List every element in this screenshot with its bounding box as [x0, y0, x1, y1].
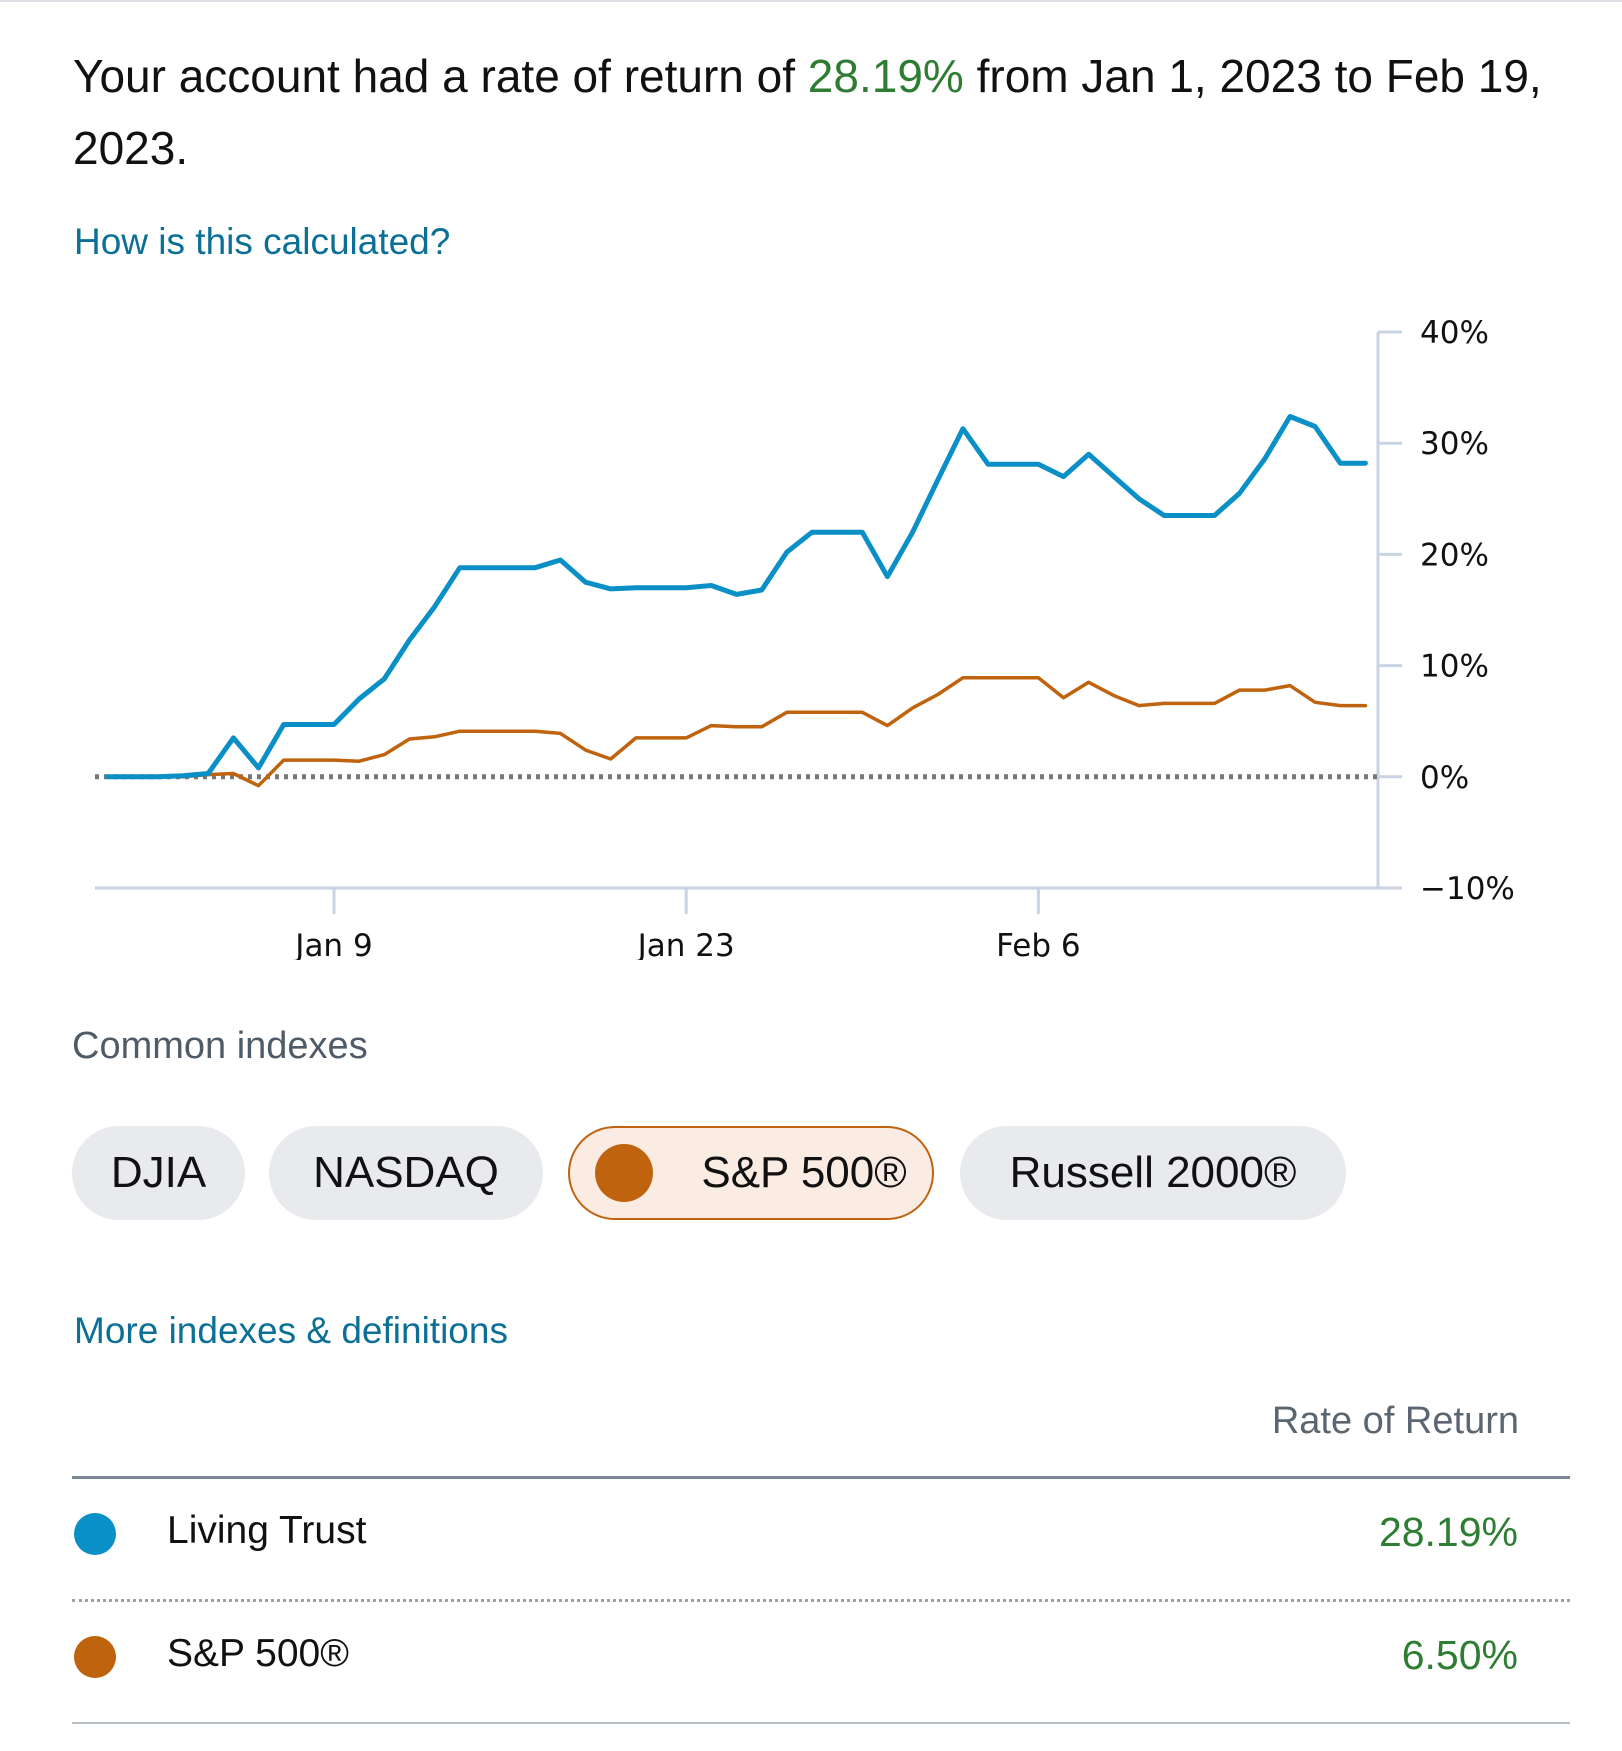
sp500-color-dot [595, 1144, 654, 1202]
row-name: Living Trust [167, 1509, 367, 1552]
sp500-color-dot [74, 1636, 116, 1678]
common-indexes-label: Common indexes [72, 1025, 368, 1067]
row-divider [72, 1599, 1570, 1602]
y-axis: 40% 30% 20% 10% 0% −10% [1376, 315, 1515, 907]
row-rate-value: 28.19% [1378, 1509, 1518, 1555]
y-tick-label: 30% [1420, 426, 1489, 462]
living-trust-color-dot [74, 1513, 116, 1555]
table-header-divider [72, 1476, 1570, 1479]
index-pill-label: Russell 2000® [1009, 1148, 1297, 1197]
rate-of-return-header: Rate of Return [1271, 1400, 1519, 1442]
table-row: Living Trust 28.19% [72, 1505, 1518, 1565]
series-line-living-trust [105, 414, 1368, 780]
summary-rate: 28.19% [807, 50, 964, 102]
top-divider [0, 0, 1622, 2]
y-tick-label: 20% [1420, 537, 1489, 573]
table-bottom-divider [72, 1722, 1570, 1724]
y-tick-label: 10% [1420, 649, 1489, 685]
index-pill-russell-2000[interactable]: Russell 2000® [960, 1126, 1346, 1220]
x-tick-label: Jan 23 [636, 928, 735, 960]
index-pill-label: S&P 500® [701, 1148, 907, 1197]
index-pill-sp500[interactable]: S&P 500® [568, 1126, 934, 1220]
row-rate-value: 6.50% [1401, 1632, 1518, 1678]
series-layer [105, 414, 1368, 788]
row-name: S&P 500® [167, 1632, 349, 1675]
x-tick-label: Jan 9 [293, 928, 372, 960]
y-tick-label: 40% [1420, 315, 1489, 351]
series-line-s-p-500 [105, 676, 1368, 788]
index-pill-nasdaq[interactable]: NASDAQ [269, 1126, 543, 1220]
more-indexes-link[interactable]: More indexes & definitions [74, 1310, 508, 1351]
index-pill-label: NASDAQ [313, 1148, 499, 1197]
summary-prefix: Your account had a rate of return of [73, 50, 808, 102]
summary-suffix: from Jan 1, 2023 to Feb 19, 2023. [73, 50, 1542, 174]
table-row: S&P 500® 6.50% [72, 1628, 1518, 1688]
x-axis: Jan 9 Jan 23 Feb 6 [95, 886, 1378, 960]
return-summary: Your account had a rate of return of 28.… [73, 40, 1573, 184]
how-calculated-link[interactable]: How is this calculated? [74, 221, 451, 262]
index-pill-djia[interactable]: DJIA [72, 1126, 245, 1220]
y-tick-label: 0% [1420, 760, 1469, 796]
performance-chart: 40% 30% 20% 10% 0% −10% Jan 9 Jan 23 Feb 6 [95, 315, 1515, 960]
index-pill-label: DJIA [110, 1148, 207, 1197]
x-tick-label: Feb 6 [996, 928, 1080, 960]
y-tick-label: −10% [1420, 871, 1515, 907]
